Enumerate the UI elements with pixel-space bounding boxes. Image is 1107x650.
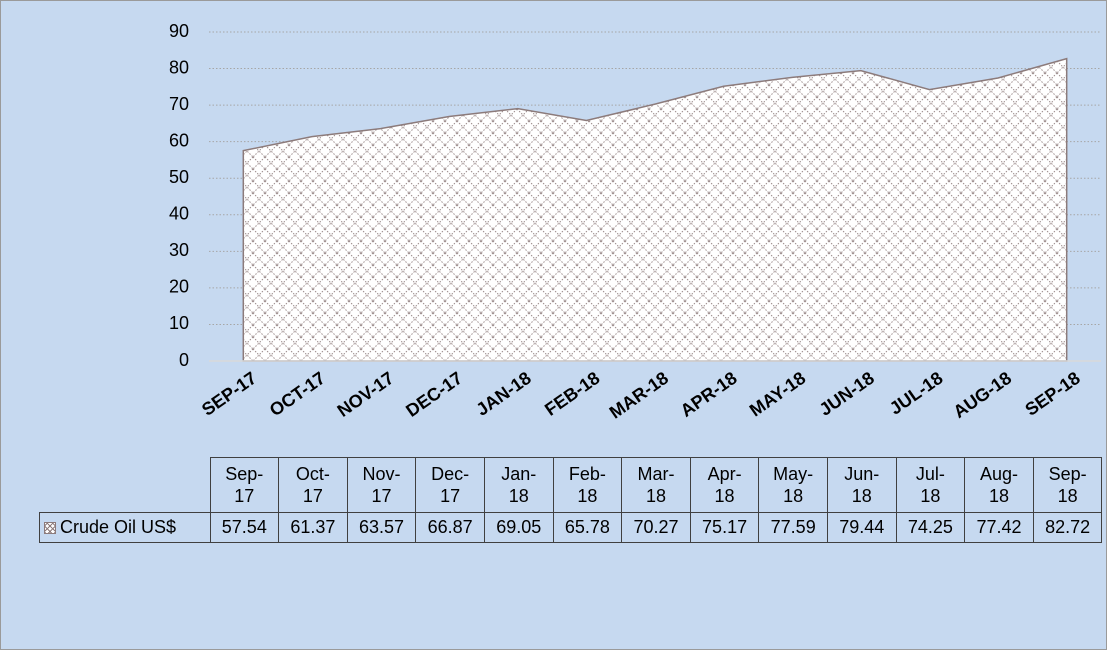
legend-label: Crude Oil US$ (60, 517, 177, 537)
table-header-label: Oct-17 (295, 464, 330, 506)
x-tick-label: MAR-18 (606, 368, 672, 423)
table-value: 79.44 (826, 512, 897, 543)
area (242, 57, 1068, 362)
table-value: 57.54 (209, 512, 280, 543)
table-header-cell: Sep-18 (1032, 457, 1103, 513)
table-header-label: Jun-18 (844, 464, 880, 506)
table-header-label: Sep-17 (225, 464, 264, 506)
table-value: 61.37 (278, 512, 348, 543)
table-header-label: Dec-17 (431, 464, 470, 506)
y-tick-label: 30 (169, 240, 189, 260)
table-header-cell: Jun-18 (826, 457, 897, 513)
table-header-cell: Sep-17 (209, 457, 280, 513)
table-header-cell: May-18 (758, 457, 828, 513)
table-series-cell: Crude Oil US$ (39, 512, 211, 543)
table-value: 77.59 (758, 512, 828, 543)
table-header-row: Sep-17 Oct-17 Nov-17 Dec-17 Jan-18 Feb-18 Mar-… (40, 457, 1103, 513)
table-header-cell: Apr-18 (689, 457, 760, 513)
y-tick-label: 90 (169, 21, 189, 41)
y-tick-label: 60 (169, 130, 189, 150)
x-tick-label: AUG-18 (950, 368, 1016, 422)
x-tick-label: APR-18 (677, 368, 741, 421)
x-tick-label: JUL-18 (886, 368, 947, 419)
table-header-label: Feb-18 (568, 464, 606, 506)
y-tick-label: 0 (179, 350, 189, 370)
table-value: 70.27 (621, 512, 691, 543)
table-header-cell: Oct-17 (278, 457, 348, 513)
table-header-label: Sep-18 (1048, 464, 1087, 506)
x-tick-label: MAY-18 (746, 368, 809, 421)
table-header-cell: Nov-17 (346, 457, 417, 513)
table-value: 63.57 (346, 512, 417, 543)
x-tick-label: NOV-17 (334, 368, 398, 421)
y-tick-label: 10 (169, 313, 189, 333)
y-tick-label: 20 (169, 277, 189, 297)
y-tick-label: 50 (169, 167, 189, 187)
y-tick-label: 80 (169, 57, 189, 77)
table-header-label: May-18 (773, 464, 814, 506)
data-table: Sep-17 Oct-17 Nov-17 Dec-17 Jan-18 Feb-18 Mar-… (39, 457, 1103, 543)
table-header-cell: Mar-18 (621, 457, 691, 513)
table-value: 66.87 (415, 512, 485, 543)
table-header-cell: Feb-18 (552, 457, 623, 513)
table-header-cell: Dec-17 (415, 457, 485, 513)
table-header-label: Apr-18 (707, 464, 742, 506)
table-header-cell: Jan-18 (483, 457, 554, 513)
y-tick-label: 70 (169, 94, 189, 114)
x-tick-label: OCT-17 (266, 368, 329, 421)
x-tick-label: SEP-17 (198, 368, 260, 420)
table-value: 77.42 (964, 512, 1034, 543)
table-header-cell: Aug-18 (964, 457, 1034, 513)
table-value: 74.25 (895, 512, 966, 543)
table-value: 69.05 (483, 512, 554, 543)
table-value: 75.17 (689, 512, 760, 543)
table-value: 65.78 (552, 512, 623, 543)
x-tick-label: JAN-18 (473, 368, 535, 420)
x-tick-label: JUN-18 (816, 368, 878, 420)
x-tick-label: SEP-18 (1021, 368, 1083, 420)
table-value-row: Crude Oil US$ 57.54 61.37 63.57 66.87 69.05 65… (39, 512, 1103, 543)
x-tick-label: FEB-18 (541, 368, 603, 420)
table-header-cell: Jul-18 (895, 457, 966, 513)
table-header-label: Nov-17 (362, 464, 401, 506)
table-value: 82.72 (1032, 512, 1103, 543)
table-header-label: Aug-18 (979, 464, 1019, 506)
table-header-label: Jan-18 (501, 464, 537, 506)
legend-key (44, 522, 56, 534)
y-tick-label: 40 (169, 204, 189, 224)
table-header-label: Mar-18 (637, 464, 675, 506)
x-tick-label: DEC-17 (402, 368, 466, 421)
table-header-label: Jul-18 (915, 464, 945, 506)
